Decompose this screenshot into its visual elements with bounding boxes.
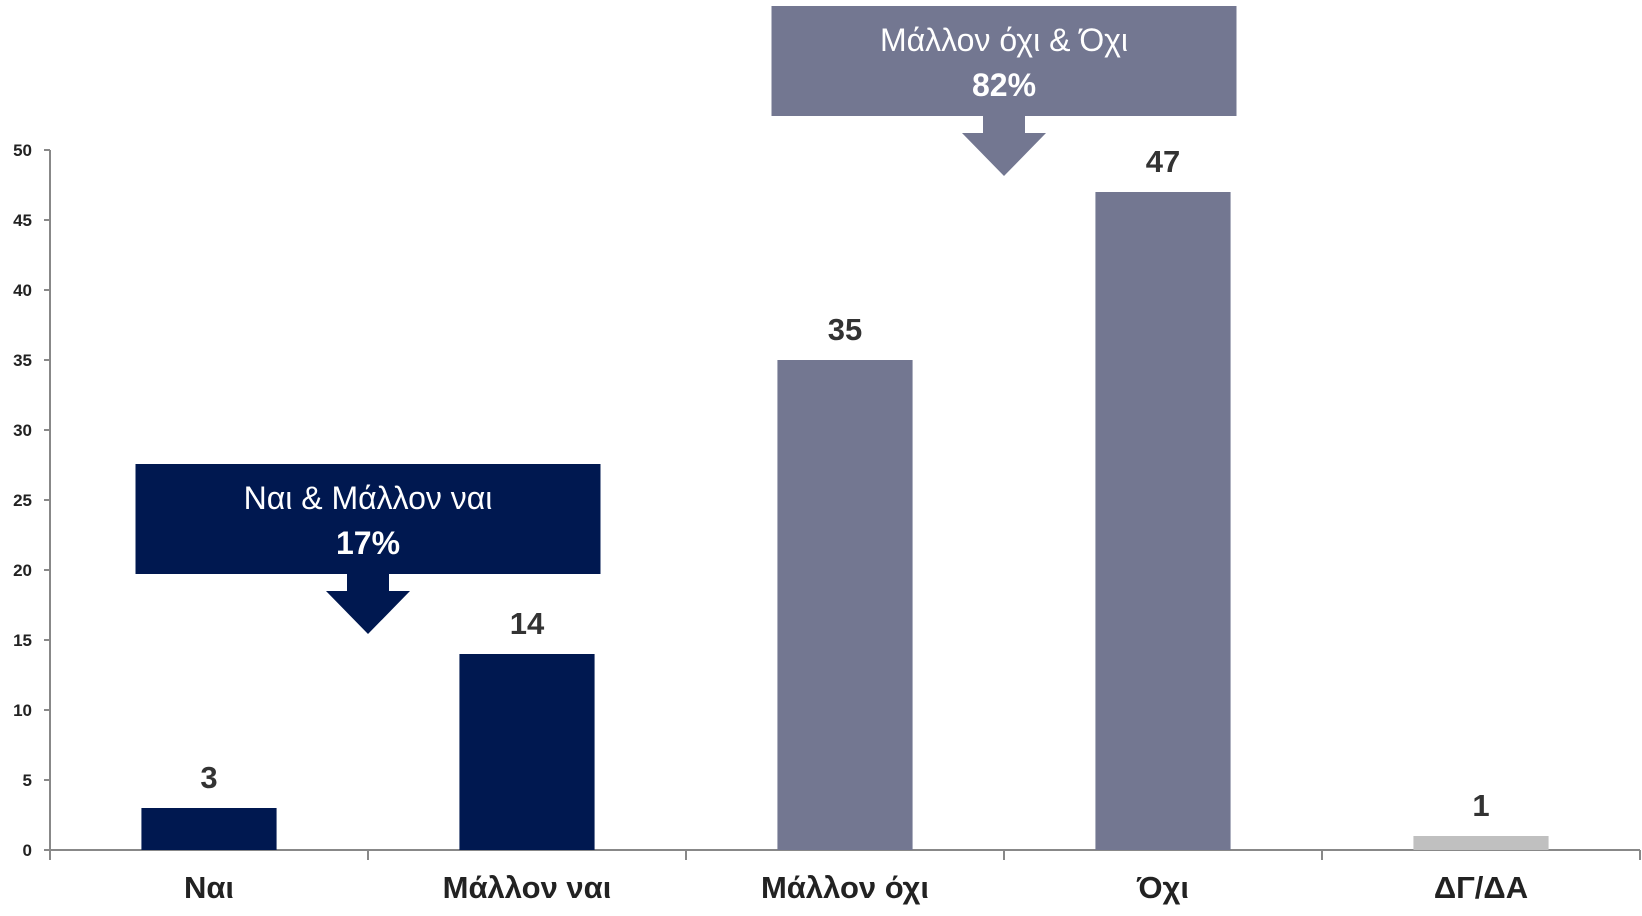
- y-tick-label: 5: [23, 771, 32, 790]
- y-tick-label: 35: [13, 351, 32, 370]
- callout-label: Ναι & Μάλλον ναι: [244, 480, 493, 516]
- y-ticks: 0 5 10 15 20 25 30 35 40 45 50: [13, 141, 50, 860]
- bar: [777, 360, 913, 850]
- data-label: 14: [510, 606, 545, 641]
- y-tick-label: 10: [13, 701, 32, 720]
- callout-value: 17%: [336, 525, 400, 561]
- callout-value: 82%: [972, 67, 1036, 103]
- callouts: Ναι & Μάλλον ναι 17% Μάλλον όχι & Όχι 82%: [135, 6, 1237, 634]
- y-tick-label: 45: [13, 211, 32, 230]
- data-label: 47: [1146, 144, 1180, 179]
- data-labels: 3 14 35 47 1: [200, 144, 1489, 823]
- y-tick-label: 0: [23, 841, 32, 860]
- bar: [1095, 192, 1231, 850]
- y-tick-label: 30: [13, 421, 32, 440]
- y-tick-label: 40: [13, 281, 32, 300]
- callout-arrow: [326, 573, 410, 634]
- bar: [1413, 836, 1549, 850]
- bar: [459, 654, 595, 850]
- category-label: Όχι: [1136, 870, 1189, 905]
- y-tick-label: 50: [13, 141, 32, 160]
- data-label: 3: [200, 760, 217, 795]
- category-label: ΔΓ/ΔΑ: [1434, 870, 1528, 905]
- y-tick-label: 15: [13, 631, 32, 650]
- callout: Ναι & Μάλλον ναι 17%: [135, 464, 601, 634]
- x-ticks: [49, 850, 1641, 860]
- category-label: Μάλλον ναι: [443, 870, 612, 905]
- category-labels: Ναι Μάλλον ναι Μάλλον όχι Όχι ΔΓ/ΔΑ: [184, 870, 1528, 905]
- bars: [141, 192, 1549, 850]
- callout-label: Μάλλον όχι & Όχι: [880, 22, 1128, 58]
- category-label: Μάλλον όχι: [761, 870, 929, 905]
- callout: Μάλλον όχι & Όχι 82%: [771, 6, 1237, 176]
- category-label: Ναι: [184, 870, 234, 905]
- callout-arrow: [962, 115, 1046, 176]
- bar: [141, 808, 277, 850]
- y-tick-label: 20: [13, 561, 32, 580]
- callout-box: [135, 464, 601, 574]
- callout-box: [771, 6, 1237, 116]
- data-label: 1: [1472, 788, 1489, 823]
- data-label: 35: [828, 312, 862, 347]
- y-tick-label: 25: [13, 491, 32, 510]
